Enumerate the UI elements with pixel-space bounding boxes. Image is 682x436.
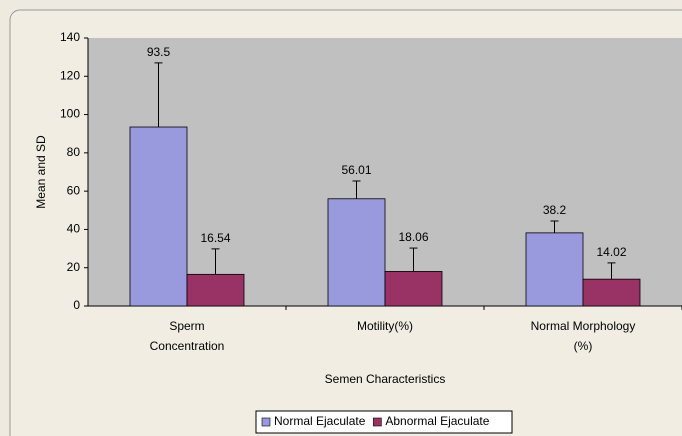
x-tick-label-box: Sperm Concentration (millions/ml) bbox=[149, 319, 225, 360]
bar bbox=[327, 198, 386, 307]
value-label: 38.2 bbox=[543, 203, 567, 217]
x-tick-label: Normal Morphology (%) bbox=[530, 319, 636, 353]
x-tick-label-box: Motility(%) bbox=[357, 319, 413, 333]
value-label: 16.54 bbox=[200, 231, 230, 245]
bar bbox=[186, 273, 245, 307]
bar bbox=[582, 278, 641, 307]
y-tick-label: 100 bbox=[60, 107, 80, 121]
y-tick-label: 80 bbox=[67, 145, 81, 159]
y-tick-label: 40 bbox=[67, 222, 81, 236]
value-label: 56.01 bbox=[341, 163, 371, 177]
legend-label: Normal Ejaculate bbox=[274, 414, 366, 428]
value-label: 93.5 bbox=[147, 45, 171, 59]
y-tick-label: 20 bbox=[67, 260, 81, 274]
legend-swatch bbox=[373, 417, 382, 427]
y-tick-label: 60 bbox=[67, 183, 81, 197]
y-tick-label: 0 bbox=[73, 298, 80, 312]
legend-label: Abnormal Ejaculate bbox=[385, 414, 489, 428]
bar bbox=[129, 126, 188, 307]
value-label: 18.06 bbox=[398, 230, 428, 244]
bar bbox=[525, 232, 584, 307]
x-tick-label: Motility(%) bbox=[357, 319, 413, 333]
x-tick-label: Sperm Concentration (millions/ml) bbox=[149, 319, 225, 360]
y-axis-title: Mean and SD bbox=[34, 135, 48, 209]
x-axis-title: Semen Characteristics bbox=[325, 372, 446, 386]
legend-swatch bbox=[261, 417, 271, 427]
legend bbox=[255, 410, 513, 434]
y-tick-label: 120 bbox=[60, 68, 80, 82]
bar bbox=[384, 271, 443, 307]
y-tick-label: 140 bbox=[60, 30, 80, 44]
x-tick-label-box: Normal Morphology (%) bbox=[530, 319, 636, 353]
value-label: 14.02 bbox=[596, 245, 626, 259]
